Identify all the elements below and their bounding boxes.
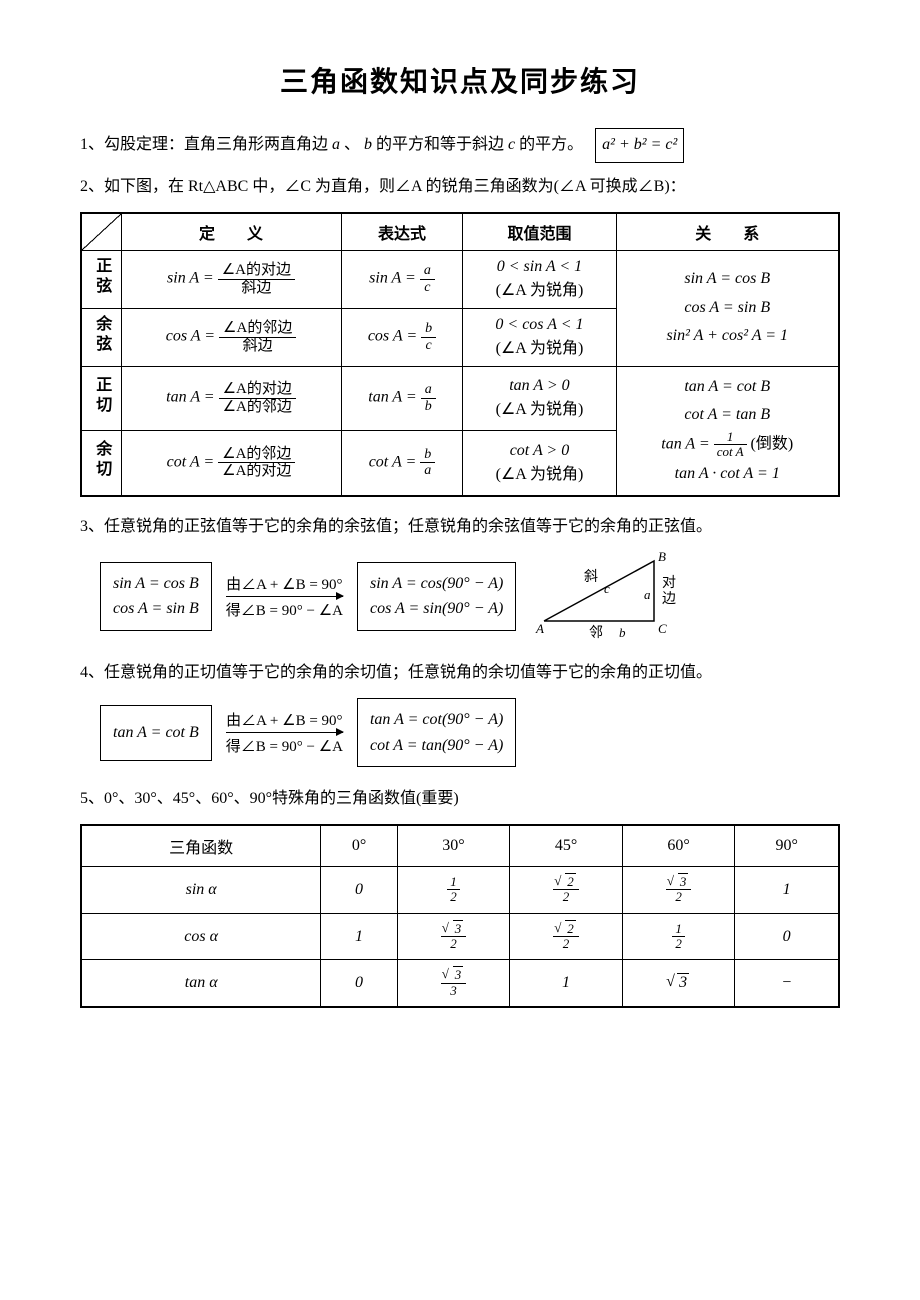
flow-3: sin A = cos B cos A = sin B 由∠A + ∠B = 9…: [100, 551, 840, 641]
diagonal-header: [81, 213, 121, 251]
flow-4: tan A = cot B 由∠A + ∠B = 90° 得∠B = 90° −…: [100, 698, 840, 767]
col-expression: 表达式: [341, 213, 463, 251]
para-2: 2、如下图，在 Rt△ABC 中，∠C 为直角，则∠A 的锐角三角函数为(∠A …: [80, 173, 840, 202]
fn-name: sin α: [81, 867, 321, 914]
table-row: cos α13222120: [81, 913, 839, 960]
col-angle: 90°: [735, 825, 839, 867]
vertex-A: A: [535, 621, 544, 636]
value-cell: 0: [321, 867, 397, 914]
label-opp: 对: [662, 575, 676, 591]
col-angle: 30°: [397, 825, 510, 867]
table-row: 正切 tan A = ∠A的对边∠A的邻边 tan A = ab tan A >…: [81, 366, 839, 430]
value-cell: 1: [735, 867, 839, 914]
col-angle: 0°: [321, 825, 397, 867]
value-cell: 0: [321, 960, 397, 1007]
svg-text:c: c: [604, 581, 610, 596]
value-cell: 32: [397, 913, 510, 960]
special-angles-table: 三角函数0°30°45°60°90° sin α01222321cos α132…: [80, 824, 840, 1008]
label-hyp: 斜: [584, 569, 598, 585]
flow3-box2: sin A = cos(90° − A) cos A = sin(90° − A…: [357, 562, 516, 631]
svg-text:a: a: [644, 587, 651, 602]
flow3-arrow: 由∠A + ∠B = 90° 得∠B = 90° − ∠A: [220, 573, 349, 620]
col-fn: 三角函数: [81, 825, 321, 867]
relation-tan-cot: tan A = cot B cot A = tan B tan A = 1cot…: [616, 366, 839, 495]
para-3: 3、任意锐角的正弦值等于它的余角的余弦值；任意锐角的余弦值等于它的余角的正弦值。: [80, 513, 840, 542]
flow4-box2: tan A = cot(90° − A) cot A = tan(90° − A…: [357, 698, 516, 767]
value-cell: 33: [397, 960, 510, 1007]
table-row: tan α03313−: [81, 960, 839, 1007]
table-row: sin α01222321: [81, 867, 839, 914]
page-title: 三角函数知识点及同步练习: [80, 60, 840, 100]
flow3-box1: sin A = cos B cos A = sin B: [100, 562, 212, 631]
value-cell: 1: [321, 913, 397, 960]
value-cell: 32: [622, 867, 735, 914]
value-cell: 22: [510, 913, 623, 960]
para-4: 4、任意锐角的正切值等于它的余角的余切值；任意锐角的余切值等于它的余角的正切值。: [80, 659, 840, 688]
flow4-arrow: 由∠A + ∠B = 90° 得∠B = 90° − ∠A: [220, 709, 349, 756]
label-adj: 邻: [589, 625, 603, 641]
row-tan-name: 正切: [89, 376, 113, 416]
row-cot-name: 余切: [89, 440, 113, 480]
vertex-B: B: [658, 551, 666, 564]
value-cell: 12: [397, 867, 510, 914]
value-cell: 3: [622, 960, 735, 1007]
value-cell: 0: [735, 913, 839, 960]
value-cell: 12: [622, 913, 735, 960]
fn-name: tan α: [81, 960, 321, 1007]
vertex-C: C: [658, 621, 667, 636]
col-angle: 45°: [510, 825, 623, 867]
pythagorean-formula: a² + b² = c²: [595, 128, 684, 163]
col-range: 取值范围: [463, 213, 616, 251]
triangle-diagram: A C B 斜 c 对 边 a 邻 b: [534, 551, 684, 641]
para-5: 5、0°、30°、45°、60°、90°特殊角的三角函数值(重要): [80, 785, 840, 814]
col-relation: 关 系: [616, 213, 839, 251]
col-definition: 定 义: [121, 213, 341, 251]
trig-definitions-table: 定 义 表达式 取值范围 关 系 正弦 sin A = ∠A的对边斜边 sin …: [80, 212, 840, 497]
para-1: 1、勾股定理：直角三角形两直角边 a 、 b 的平方和等于斜边 c 的平方。 a…: [80, 128, 840, 163]
table-row: 正弦 sin A = ∠A的对边斜边 sin A = ac 0 < sin A …: [81, 250, 839, 308]
row-cos-name: 余弦: [89, 315, 113, 355]
value-cell: 22: [510, 867, 623, 914]
col-angle: 60°: [622, 825, 735, 867]
value-cell: −: [735, 960, 839, 1007]
flow4-box1: tan A = cot B: [100, 705, 212, 761]
row-sin-name: 正弦: [89, 257, 113, 297]
relation-sin-cos: sin A = cos B cos A = sin B sin² A + cos…: [616, 250, 839, 366]
fn-name: cos α: [81, 913, 321, 960]
svg-text:边: 边: [662, 591, 676, 607]
svg-text:b: b: [619, 625, 626, 640]
value-cell: 1: [510, 960, 623, 1007]
